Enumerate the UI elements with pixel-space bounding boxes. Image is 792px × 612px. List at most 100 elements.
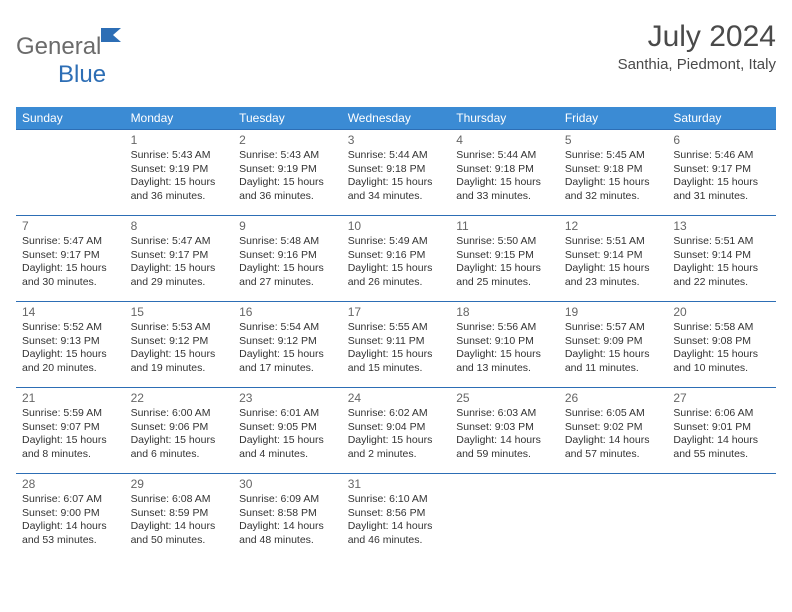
day-info: Sunrise: 5:52 AMSunset: 9:13 PMDaylight:…: [22, 321, 121, 376]
sunset-line: Sunset: 9:09 PM: [565, 335, 664, 349]
sunset-line: Sunset: 9:14 PM: [565, 249, 664, 263]
sunrise-line: Sunrise: 5:51 AM: [673, 235, 772, 249]
daylight-line: Daylight: 15 hours and 25 minutes.: [456, 262, 555, 289]
sunrise-line: Sunrise: 6:08 AM: [131, 493, 230, 507]
daylight-line: Daylight: 14 hours and 53 minutes.: [22, 520, 121, 547]
sunset-line: Sunset: 9:18 PM: [348, 163, 447, 177]
day-number: 29: [131, 477, 230, 491]
day-info: Sunrise: 5:47 AMSunset: 9:17 PMDaylight:…: [22, 235, 121, 290]
sunset-line: Sunset: 9:00 PM: [22, 507, 121, 521]
sunrise-line: Sunrise: 5:53 AM: [131, 321, 230, 335]
daylight-line: Daylight: 15 hours and 4 minutes.: [239, 434, 338, 461]
day-number: 1: [131, 133, 230, 147]
day-number: 20: [673, 305, 772, 319]
day-number: 19: [565, 305, 664, 319]
calendar-table: Sunday Monday Tuesday Wednesday Thursday…: [16, 107, 776, 560]
day-info: Sunrise: 5:58 AMSunset: 9:08 PMDaylight:…: [673, 321, 772, 376]
sunrise-line: Sunrise: 5:52 AM: [22, 321, 121, 335]
day-cell: 20 Sunrise: 5:58 AMSunset: 9:08 PMDayligh…: [667, 302, 776, 388]
day-cell: 15Sunrise: 5:53 AMSunset: 9:12 PMDayligh…: [125, 302, 234, 388]
sunrise-line: Sunrise: 5:50 AM: [456, 235, 555, 249]
day-number: 21: [22, 391, 121, 405]
sunset-line: Sunset: 9:18 PM: [565, 163, 664, 177]
day-number: 13: [673, 219, 772, 233]
daylight-line: Daylight: 14 hours and 57 minutes.: [565, 434, 664, 461]
day-cell: 10 Sunrise: 5:49 AMSunset: 9:16 PMDayligh…: [342, 216, 451, 302]
daylight-line: Daylight: 15 hours and 22 minutes.: [673, 262, 772, 289]
sunrise-line: Sunrise: 5:51 AM: [565, 235, 664, 249]
sunset-line: Sunset: 9:03 PM: [456, 421, 555, 435]
day-info: Sunrise: 6:08 AMSunset: 8:59 PMDaylight:…: [131, 493, 230, 548]
daylight-line: Daylight: 14 hours and 48 minutes.: [239, 520, 338, 547]
sunset-line: Sunset: 9:02 PM: [565, 421, 664, 435]
day-cell: 13 Sunrise: 5:51 AMSunset: 9:14 PMDayligh…: [667, 216, 776, 302]
calendar-body: 1Sunrise: 5:43 AMSunset: 9:19 PMDaylight…: [16, 130, 776, 560]
sunset-line: Sunset: 9:13 PM: [22, 335, 121, 349]
day-cell: 8Sunrise: 5:47 AMSunset: 9:17 PMDaylight…: [125, 216, 234, 302]
day-cell: 2Sunrise: 5:43 AMSunset: 9:19 PMDaylight…: [233, 130, 342, 216]
day-number: 11: [456, 219, 555, 233]
day-header-wednesday: Wednesday: [342, 107, 451, 130]
day-cell: 11Sunrise: 5:50 AMSunset: 9:15 PMDayligh…: [450, 216, 559, 302]
day-header-saturday: Saturday: [667, 107, 776, 130]
sunrise-line: Sunrise: 6:01 AM: [239, 407, 338, 421]
day-header-friday: Friday: [559, 107, 668, 130]
day-header-monday: Monday: [125, 107, 234, 130]
day-number: 12: [565, 219, 664, 233]
day-number: 30: [239, 477, 338, 491]
day-info: Sunrise: 5:51 AMSunset: 9:14 PMDaylight:…: [673, 235, 772, 290]
day-number: 25: [456, 391, 555, 405]
daylight-line: Daylight: 15 hours and 36 minutes.: [131, 176, 230, 203]
day-cell: 24Sunrise: 6:02 AMSunset: 9:04 PMDayligh…: [342, 388, 451, 474]
daylight-line: Daylight: 15 hours and 8 minutes.: [22, 434, 121, 461]
day-cell: [16, 130, 125, 216]
sunset-line: Sunset: 9:16 PM: [348, 249, 447, 263]
sunrise-line: Sunrise: 5:54 AM: [239, 321, 338, 335]
day-info: Sunrise: 6:05 AMSunset: 9:02 PMDaylight:…: [565, 407, 664, 462]
sunset-line: Sunset: 9:17 PM: [673, 163, 772, 177]
day-number: 18: [456, 305, 555, 319]
sunrise-line: Sunrise: 6:09 AM: [239, 493, 338, 507]
daylight-line: Daylight: 15 hours and 11 minutes.: [565, 348, 664, 375]
daylight-line: Daylight: 15 hours and 15 minutes.: [348, 348, 447, 375]
sunrise-line: Sunrise: 5:45 AM: [565, 149, 664, 163]
day-cell: 18Sunrise: 5:56 AMSunset: 9:10 PMDayligh…: [450, 302, 559, 388]
sunrise-line: Sunrise: 5:55 AM: [348, 321, 447, 335]
sunrise-line: Sunrise: 5:48 AM: [239, 235, 338, 249]
day-info: Sunrise: 5:57 AMSunset: 9:09 PMDaylight:…: [565, 321, 664, 376]
daylight-line: Daylight: 15 hours and 29 minutes.: [131, 262, 230, 289]
day-cell: 21Sunrise: 5:59 AMSunset: 9:07 PMDayligh…: [16, 388, 125, 474]
day-info: Sunrise: 6:06 AMSunset: 9:01 PMDaylight:…: [673, 407, 772, 462]
day-number: 5: [565, 133, 664, 147]
day-number: 8: [131, 219, 230, 233]
sunrise-line: Sunrise: 5:43 AM: [131, 149, 230, 163]
day-cell: 9Sunrise: 5:48 AMSunset: 9:16 PMDaylight…: [233, 216, 342, 302]
location: Santhia, Piedmont, Italy: [618, 56, 776, 73]
logo-text: General Blue: [16, 24, 125, 89]
day-info: Sunrise: 5:44 AMSunset: 9:18 PMDaylight:…: [456, 149, 555, 204]
day-info: Sunrise: 5:53 AMSunset: 9:12 PMDaylight:…: [131, 321, 230, 376]
day-number: 6: [673, 133, 772, 147]
daylight-line: Daylight: 15 hours and 10 minutes.: [673, 348, 772, 375]
sunrise-line: Sunrise: 5:49 AM: [348, 235, 447, 249]
day-cell: [450, 474, 559, 560]
daylight-line: Daylight: 15 hours and 27 minutes.: [239, 262, 338, 289]
daylight-line: Daylight: 14 hours and 46 minutes.: [348, 520, 447, 547]
day-cell: 28Sunrise: 6:07 AMSunset: 9:00 PMDayligh…: [16, 474, 125, 560]
day-cell: 7Sunrise: 5:47 AMSunset: 9:17 PMDaylight…: [16, 216, 125, 302]
sunrise-line: Sunrise: 5:43 AM: [239, 149, 338, 163]
day-number: 17: [348, 305, 447, 319]
daylight-line: Daylight: 15 hours and 33 minutes.: [456, 176, 555, 203]
sunset-line: Sunset: 9:19 PM: [239, 163, 338, 177]
day-number: 10: [348, 219, 447, 233]
day-number: 24: [348, 391, 447, 405]
week-row: 7Sunrise: 5:47 AMSunset: 9:17 PMDaylight…: [16, 216, 776, 302]
logo-part1: General: [16, 33, 101, 60]
day-info: Sunrise: 5:49 AMSunset: 9:16 PMDaylight:…: [348, 235, 447, 290]
day-info: Sunrise: 6:00 AMSunset: 9:06 PMDaylight:…: [131, 407, 230, 462]
day-cell: [559, 474, 668, 560]
day-number: 23: [239, 391, 338, 405]
day-info: Sunrise: 5:54 AMSunset: 9:12 PMDaylight:…: [239, 321, 338, 376]
daylight-line: Daylight: 14 hours and 50 minutes.: [131, 520, 230, 547]
title-block: July 2024 Santhia, Piedmont, Italy: [618, 20, 776, 73]
